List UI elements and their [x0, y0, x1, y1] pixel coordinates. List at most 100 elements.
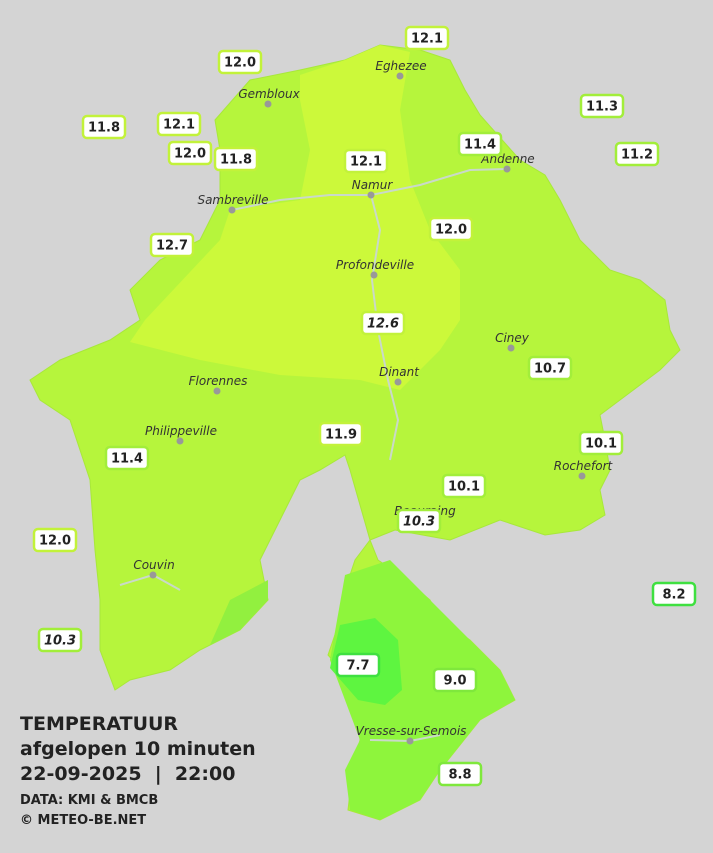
legend-timestamp: 22-09-2025 | 22:00: [20, 763, 235, 785]
station-box: [428, 216, 474, 242]
city-dot: [149, 571, 157, 579]
city-dot: [264, 100, 272, 108]
city-dot: [578, 472, 586, 480]
station-value: 12.7: [156, 239, 188, 254]
station-value: 10.3: [403, 515, 435, 530]
station: 11.8: [81, 114, 127, 140]
city-name: Dinant: [379, 365, 420, 379]
city-dot: [176, 437, 184, 445]
station-value: 12.0: [435, 223, 467, 238]
station: 10.7: [527, 355, 573, 381]
station-value: 12.1: [163, 118, 195, 133]
station: 10.1: [441, 473, 487, 499]
station-value: 12.0: [174, 147, 206, 162]
city-name: Namur: [352, 178, 394, 192]
legend-subtitle: afgelopen 10 minuten: [20, 738, 256, 760]
city-dot: [396, 72, 404, 80]
station: 12.6: [360, 310, 406, 336]
station: 12.0: [32, 527, 78, 553]
station: 11.9: [318, 421, 364, 447]
station-box: [360, 310, 406, 336]
station-value: 10.1: [585, 437, 617, 452]
station-value: 12.0: [224, 56, 256, 71]
station-box: [432, 667, 478, 693]
city-dot: [213, 387, 221, 395]
city-name: Vresse-sur-Semois: [356, 724, 467, 738]
station: 7.7: [335, 652, 381, 678]
station-box: [457, 131, 503, 157]
station: 12.0: [167, 140, 213, 166]
station: 10.3: [37, 627, 83, 653]
station-box: [32, 527, 78, 553]
city-name: Ciney: [495, 331, 530, 345]
station: 12.1: [404, 25, 450, 51]
station: 12.1: [156, 111, 202, 137]
station-value: 11.2: [621, 148, 653, 163]
station-box: [213, 146, 259, 172]
city-dot: [394, 378, 402, 386]
station-value: 11.8: [220, 153, 252, 168]
station-value: 12.0: [39, 534, 71, 549]
station-box: [614, 141, 660, 167]
station: 9.0: [432, 667, 478, 693]
station-value: 9.0: [443, 674, 466, 689]
station-box: [441, 473, 487, 499]
station: 10.3: [396, 508, 442, 534]
legend: TEMPERATUUR afgelopen 10 minuten 22-09-2…: [20, 713, 256, 828]
cities: EghezeeGemblouxAndenneNamurSambrevillePr…: [133, 59, 614, 745]
city-dot: [503, 165, 511, 173]
stations: 12.1 12.0 11.3 11.8 12.1 11.4 11.2 12.0 11.8 12.1…: [32, 25, 697, 787]
city-name: Couvin: [133, 558, 174, 572]
station: 12.0: [428, 216, 474, 242]
station-box: [156, 111, 202, 137]
station-value: 11.3: [586, 100, 618, 115]
station: 10.1: [578, 430, 624, 456]
city-name: Eghezee: [375, 59, 426, 73]
legend-credit: © METEO-BE.NET: [20, 813, 146, 828]
station-box: [437, 761, 483, 787]
station: 11.4: [104, 445, 150, 471]
station-value: 11.4: [464, 138, 496, 153]
station-box: [579, 93, 625, 119]
station: 11.8: [213, 146, 259, 172]
city-dot: [228, 206, 236, 214]
cool-zone-west: [210, 580, 268, 645]
station: 11.2: [614, 141, 660, 167]
station-box: [404, 25, 450, 51]
station-value: 11.9: [325, 428, 357, 443]
station: 12.7: [149, 232, 195, 258]
station: 12.1: [343, 148, 389, 174]
station: 11.3: [579, 93, 625, 119]
station-value: 7.7: [346, 659, 369, 674]
station-box: [167, 140, 213, 166]
station-value: 11.8: [88, 121, 120, 136]
station-box: [149, 232, 195, 258]
station: 12.0: [217, 49, 263, 75]
station-value: 11.4: [111, 452, 143, 467]
station: 8.2: [651, 581, 697, 607]
city-dot: [507, 344, 515, 352]
station-value: 10.3: [44, 634, 76, 649]
city-name: Gembloux: [238, 87, 300, 101]
station-box: [527, 355, 573, 381]
city-name: Sambreville: [197, 193, 268, 207]
legend-title: TEMPERATUUR: [20, 713, 178, 735]
city-dot: [367, 191, 375, 199]
station: 11.4: [457, 131, 503, 157]
station-value: 8.8: [448, 768, 471, 783]
station-box: [81, 114, 127, 140]
station-value: 10.7: [534, 362, 566, 377]
legend-source: DATA: KMI & BMCB: [20, 793, 158, 808]
station-value: 12.6: [367, 317, 399, 332]
station: 8.8: [437, 761, 483, 787]
station-box: [104, 445, 150, 471]
station-value: 8.2: [662, 588, 685, 603]
city-dot: [406, 737, 414, 745]
station-value: 12.1: [350, 155, 382, 170]
city-name: Philippeville: [145, 424, 217, 438]
station-box: [217, 49, 263, 75]
station-box: [343, 148, 389, 174]
station-box: [318, 421, 364, 447]
station-box: [578, 430, 624, 456]
